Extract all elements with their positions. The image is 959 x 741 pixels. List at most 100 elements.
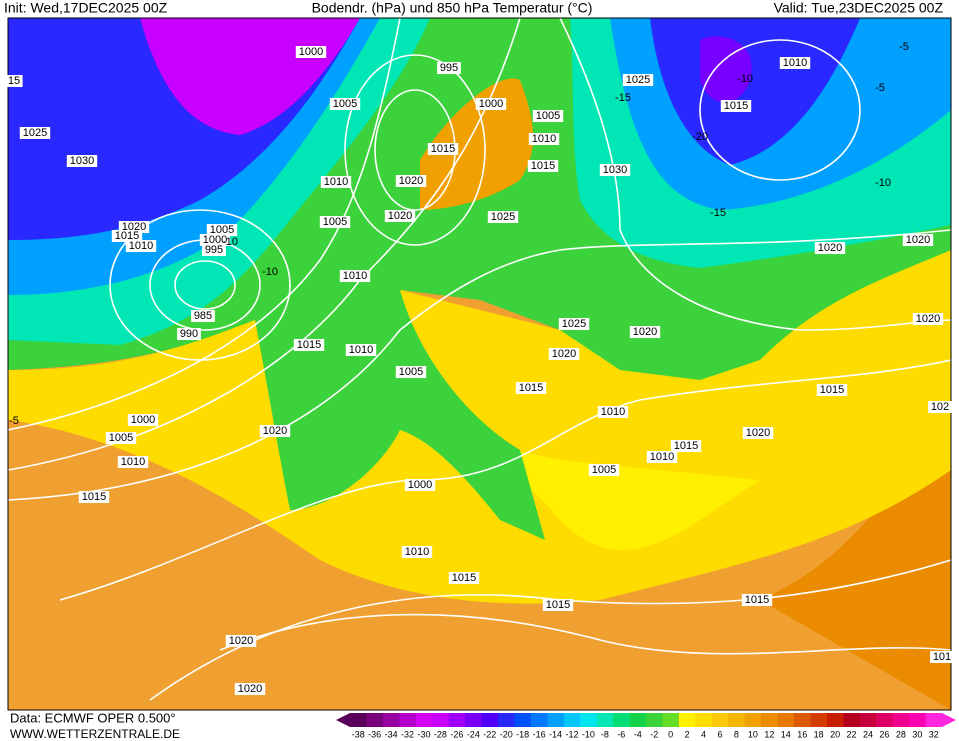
isobar-label: 1010 — [349, 344, 373, 356]
isobar-label-box — [528, 133, 560, 145]
isotherm-label: -10 — [262, 266, 278, 278]
legend-label: 16 — [797, 729, 807, 739]
isobar-label-box — [515, 382, 547, 394]
isobar-label: 1015 — [724, 100, 748, 112]
legend-swatch — [465, 713, 483, 727]
isobar-label: 1020 — [229, 635, 253, 647]
isobar-label: 1025 — [23, 127, 47, 139]
isobar-label-box — [199, 234, 231, 246]
isobar-label-box — [779, 57, 811, 69]
legend-label: -18 — [516, 729, 529, 739]
isobar-label-box — [532, 110, 564, 122]
isobar-label: 1015 — [546, 599, 570, 611]
map-title: Bodendr. (hPa) und 850 hPa Temperatur (°… — [312, 0, 593, 16]
isobar-label: 1020 — [818, 242, 842, 254]
field-arctic-east — [700, 36, 752, 103]
isobar-label: 1020 — [916, 313, 940, 325]
legend-swatch — [728, 713, 746, 727]
isobar-label: 1010 — [650, 451, 674, 463]
legend-swatch — [678, 713, 696, 727]
isobar-label: 1010 — [601, 406, 625, 418]
isobar-label: 1025 — [562, 318, 586, 330]
isobar-label-box — [742, 427, 774, 439]
legend-swatch — [629, 713, 647, 727]
legend-swatch — [580, 713, 598, 727]
isobar-label: 1010 — [532, 133, 556, 145]
isobar-label-box — [295, 46, 327, 58]
isobar-label-box — [548, 348, 580, 360]
legend-swatch — [859, 713, 877, 727]
isobar-label-box — [111, 230, 143, 242]
isobar-label-box — [395, 366, 427, 378]
isobar-label-box — [646, 451, 678, 463]
isobar-label-box — [741, 594, 773, 606]
legend-swatch — [432, 713, 450, 727]
legend-swatch — [613, 713, 631, 727]
legend-label: -22 — [483, 729, 496, 739]
isobar-label: 1020 — [238, 683, 262, 695]
isobar-label-box — [78, 491, 110, 503]
legend-label: 10 — [748, 729, 758, 739]
legend-label: -14 — [549, 729, 562, 739]
isobar-label-box — [527, 160, 559, 172]
isobar-label: 101 — [933, 651, 951, 663]
isobar-label: 1010 — [343, 270, 367, 282]
legend-label: 28 — [896, 729, 906, 739]
legend-swatch — [794, 713, 811, 727]
isobar-label: 1020 — [399, 175, 423, 187]
isobar-label: 1015 — [674, 440, 698, 452]
legend-swatch — [843, 713, 861, 727]
isobar-label-box — [125, 240, 157, 252]
isotherm-label: -5 — [875, 82, 885, 94]
isobar-label-box — [5, 75, 23, 87]
isobar-label-box — [404, 479, 436, 491]
isobar-label-box — [19, 127, 51, 139]
map-frame — [7, 17, 952, 711]
isobar-label: 1000 — [131, 414, 155, 426]
isobar-label-box — [345, 344, 377, 356]
isobar-label: 1000 — [479, 98, 503, 110]
isobar-label: 1020 — [552, 348, 576, 360]
legend-swatch — [596, 713, 614, 727]
isobar-label-box — [177, 328, 201, 340]
isobar-label: 1015 — [297, 339, 321, 351]
legend-swatch — [350, 713, 367, 727]
isobar-label-box — [206, 224, 238, 236]
legend-label: 12 — [764, 729, 774, 739]
isobar-label: 995 — [205, 244, 223, 256]
isotherm-label: -5 — [9, 415, 19, 427]
isobar-label-box — [448, 572, 480, 584]
isobar-label: 1015 — [452, 572, 476, 584]
legend-swatch — [662, 713, 680, 727]
isobar-label-box — [66, 155, 98, 167]
isotherm-label: -10 — [222, 236, 238, 248]
isobar-label-box — [437, 62, 461, 74]
isobar-label-box — [597, 406, 629, 418]
isobar-label-box — [401, 546, 433, 558]
isobar-label: 1000 — [203, 234, 227, 246]
isobar-label: 1015 — [115, 230, 139, 242]
legend-label: -38 — [352, 729, 365, 739]
isobar-label-box — [487, 211, 519, 223]
isobar-label-box — [928, 401, 952, 413]
legend-swatch — [925, 713, 943, 727]
field-mild2 — [380, 420, 760, 550]
legend-label: 2 — [685, 729, 690, 739]
isobar-label-box — [293, 339, 325, 351]
legend-label: 6 — [717, 729, 722, 739]
field-northsea — [420, 78, 534, 210]
isobar-label: 1015 — [745, 594, 769, 606]
isobar-label: 1005 — [323, 216, 347, 228]
isotherm-label: -15 — [615, 92, 631, 104]
isobar-label: 1000 — [408, 479, 432, 491]
isotherm-label: -15 — [710, 207, 726, 219]
isobar-label: 1000 — [299, 46, 323, 58]
isobar-label-box — [127, 414, 159, 426]
isobar-label-box — [191, 310, 215, 322]
isobar-label: 1005 — [536, 110, 560, 122]
isobar-label-box — [117, 456, 149, 468]
isobar-label: 1010 — [324, 176, 348, 188]
isobar-label: 990 — [180, 328, 198, 340]
legend-swatch — [563, 713, 581, 727]
